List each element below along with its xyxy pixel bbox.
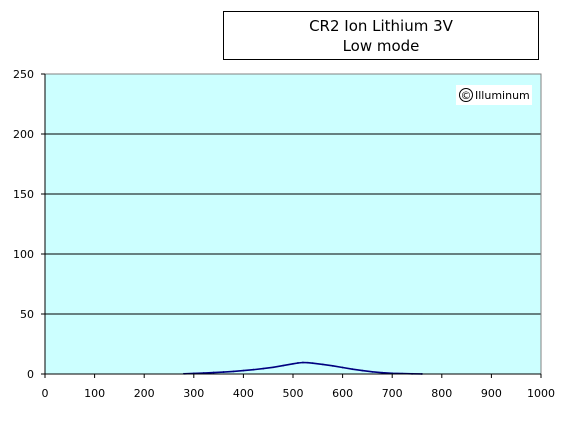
y-tick-label-150: 150	[13, 188, 34, 201]
series-point	[212, 371, 215, 374]
series-point	[232, 370, 235, 373]
watermark-label: Illuminum	[475, 89, 530, 102]
x-tick-label-500: 500	[283, 387, 304, 400]
series-point	[292, 362, 294, 365]
y-tick-label-0: 0	[27, 368, 34, 381]
series-point	[252, 368, 255, 371]
x-tick-label-400: 400	[233, 387, 254, 400]
copyright-symbol: ©	[461, 89, 472, 102]
series-point	[331, 364, 334, 367]
y-tick-label-200: 200	[13, 128, 34, 141]
x-tick-label-100: 100	[84, 387, 105, 400]
plot-area	[45, 74, 541, 374]
watermark: © Illuminum	[456, 85, 532, 105]
series-point	[361, 369, 364, 372]
axes: 0 50 100 150 200 250 0 100 200 300 400 500 600 700 800…	[13, 68, 555, 400]
y-tick-label-250: 250	[13, 68, 34, 81]
series-point	[222, 371, 225, 373]
x-tick-label-0: 0	[42, 387, 49, 400]
x-tick-label-700: 700	[382, 387, 403, 400]
chart-title-line2: Low mode	[342, 36, 420, 55]
series-point	[272, 366, 275, 369]
chart-title-line1: CR2 Ion Lithium 3V	[309, 16, 453, 35]
x-tick-label-900: 900	[481, 387, 502, 400]
series-point	[311, 362, 314, 365]
series-point	[282, 364, 284, 367]
x-tick-label-200: 200	[134, 387, 155, 400]
series-point	[321, 363, 324, 366]
series-point	[381, 371, 384, 374]
series-point	[262, 367, 265, 370]
series-point	[302, 361, 304, 364]
series-point	[306, 361, 309, 364]
x-tick-label-800: 800	[431, 387, 452, 400]
x-tick-label-1000: 1000	[527, 387, 555, 400]
y-tick-label-100: 100	[13, 248, 34, 261]
series-point	[341, 366, 344, 369]
x-tick-label-300: 300	[183, 387, 204, 400]
copyright-icon	[459, 88, 473, 102]
chart-title-box: CR2 Ion Lithium 3V Low mode	[223, 11, 539, 60]
series-point	[202, 372, 205, 374]
series-point	[242, 369, 245, 372]
series-point	[297, 362, 299, 364]
series-point	[371, 370, 374, 373]
y-tick-label-50: 50	[20, 308, 34, 321]
x-tick-label-600: 600	[332, 387, 353, 400]
series-point	[351, 368, 354, 371]
